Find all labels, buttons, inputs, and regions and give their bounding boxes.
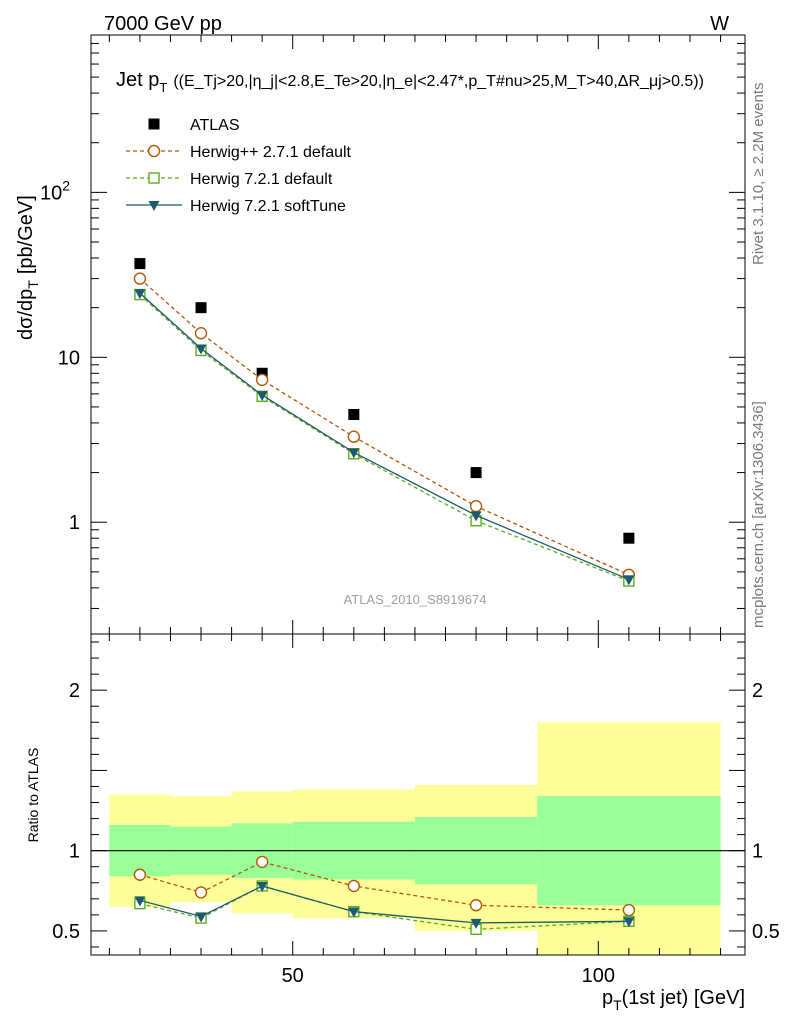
- main-series-0-point-2: [256, 367, 268, 379]
- mcplots-info: mcplots.cern.ch [arXiv:1306.3436]: [750, 401, 767, 628]
- main-series-3-point-1: [195, 344, 207, 355]
- ratio-ytick-label-right-2: 2: [752, 680, 763, 702]
- ratio-ytick-label-right-0: 0.5: [752, 921, 780, 943]
- main-series-3-point-4: [470, 511, 482, 522]
- ratio-ytick-label-left-2: 2: [69, 680, 80, 702]
- main-plot-area: 1 10 102: [40, 34, 746, 635]
- legend-label-0: ATLAS: [190, 117, 240, 134]
- ratio-series-0-point-1: [194, 886, 208, 899]
- title-main: Jet p: [116, 69, 159, 91]
- main-ylabel: dσ/dpT [pb/GeV]: [15, 195, 41, 340]
- title-cuts: ((E_Tj>20,|η_j|<2.8,E_Te>20,|η_e|<2.47*,…: [173, 73, 704, 90]
- main-ytick-label-0: 1: [69, 512, 80, 534]
- ratio-series-0-point-5: [622, 903, 636, 917]
- plot-title: Jet pT ((E_Tj>20,|η_j|<2.8,E_Te>20,|η_e|<…: [116, 69, 704, 95]
- main-series-1-point-4: [469, 500, 483, 513]
- x-tick-label-1: 100: [582, 965, 615, 987]
- ratio-series-2-point-3: [348, 907, 360, 918]
- ratio-ytick-label-right-1: 1: [752, 841, 763, 863]
- main-series-3-point-0: [134, 289, 146, 300]
- rivet-info: Rivet 3.1.10, ≥ 2.2M events: [750, 83, 767, 266]
- main-series-1-point-3: [347, 430, 361, 443]
- legend-label-3: Herwig 7.2.1 softTune: [190, 198, 346, 215]
- main-series-1-point-1: [194, 326, 208, 340]
- ratio-ytick-label-left-0: 0.5: [52, 921, 80, 943]
- ratio-series-1-line: [139, 885, 629, 930]
- main-series-3-point-3: [348, 448, 360, 459]
- x-tick-label-0: 50: [282, 965, 304, 987]
- xlabel-main: p: [602, 987, 613, 1009]
- legend-label-2: Herwig 7.2.1 default: [190, 171, 333, 188]
- ratio-plot-area: 50 100 0.5 0.5 1 1 2 2: [52, 633, 780, 987]
- main-series-1-point-0: [133, 272, 147, 285]
- ratio-series-0-point-2: [255, 855, 269, 869]
- title-main-sub: T: [159, 80, 167, 95]
- ratio-ytick-label-left-1: 1: [69, 841, 80, 863]
- ratio-series-2-point-4: [470, 918, 482, 929]
- ratio-series-2-line: [139, 885, 629, 924]
- main-series-0-point-4: [470, 467, 482, 479]
- xlabel-sub: T: [613, 997, 622, 1013]
- main-ytick-label-2: 102: [40, 177, 70, 204]
- ratio-series-2-point-1: [195, 912, 207, 923]
- legend-label-1: Herwig++ 2.7.1 default: [190, 144, 352, 161]
- ratio-series-0-point-3: [347, 879, 361, 893]
- legend-marker-2: [148, 172, 160, 184]
- ratio-ylabel: Ratio to ATLAS: [25, 748, 41, 843]
- xlabel-rest: (1st jet) [GeV]: [622, 987, 745, 1009]
- main-ylabel-sub: T: [25, 280, 41, 289]
- ratio-frame: [90, 633, 746, 956]
- main-ylabel-unit: [pb/GeV]: [15, 195, 37, 274]
- main-series-1-point-2: [255, 373, 269, 387]
- main-series-1-line: [139, 278, 630, 576]
- main-series-0-point-5: [623, 532, 635, 544]
- legend: ATLAS Herwig++ 2.7.1 default Herwig 7.2.1 …: [126, 117, 352, 215]
- main-ylabel-main: dσ/dp: [15, 289, 37, 340]
- main-series-0-point-3: [348, 408, 360, 420]
- analysis-watermark: ATLAS_2010_S8919674: [344, 592, 487, 607]
- x-axis-label: pT(1st jet) [GeV]: [602, 987, 745, 1013]
- ratio-series-2-point-5: [623, 917, 635, 928]
- main-series-0-point-1: [195, 302, 207, 314]
- ratio-series-0-point-4: [469, 899, 483, 912]
- legend-marker-1: [147, 144, 161, 158]
- ratio-series-0-point-0: [133, 868, 147, 881]
- legend-marker-3: [148, 201, 160, 211]
- main-series-0-point-0: [134, 258, 146, 270]
- ratio-panel: 50 100 0.5 0.5 1 1 2 2 Ratio to ATLAS pT(1st je…: [25, 633, 780, 1013]
- energy-label: 7000 GeV pp: [104, 13, 222, 35]
- main-series-2-line: [139, 294, 630, 582]
- ratio-series-2-point-2: [256, 881, 268, 892]
- main-series-3-point-5: [623, 575, 635, 586]
- main-ytick-label-1: 10: [58, 347, 80, 369]
- main-series-3-line: [139, 292, 630, 581]
- process-label: W: [710, 13, 729, 35]
- main-series-3-point-2: [256, 391, 268, 402]
- legend-marker-0: [148, 118, 160, 130]
- ratio-series-2-point-0: [134, 896, 146, 907]
